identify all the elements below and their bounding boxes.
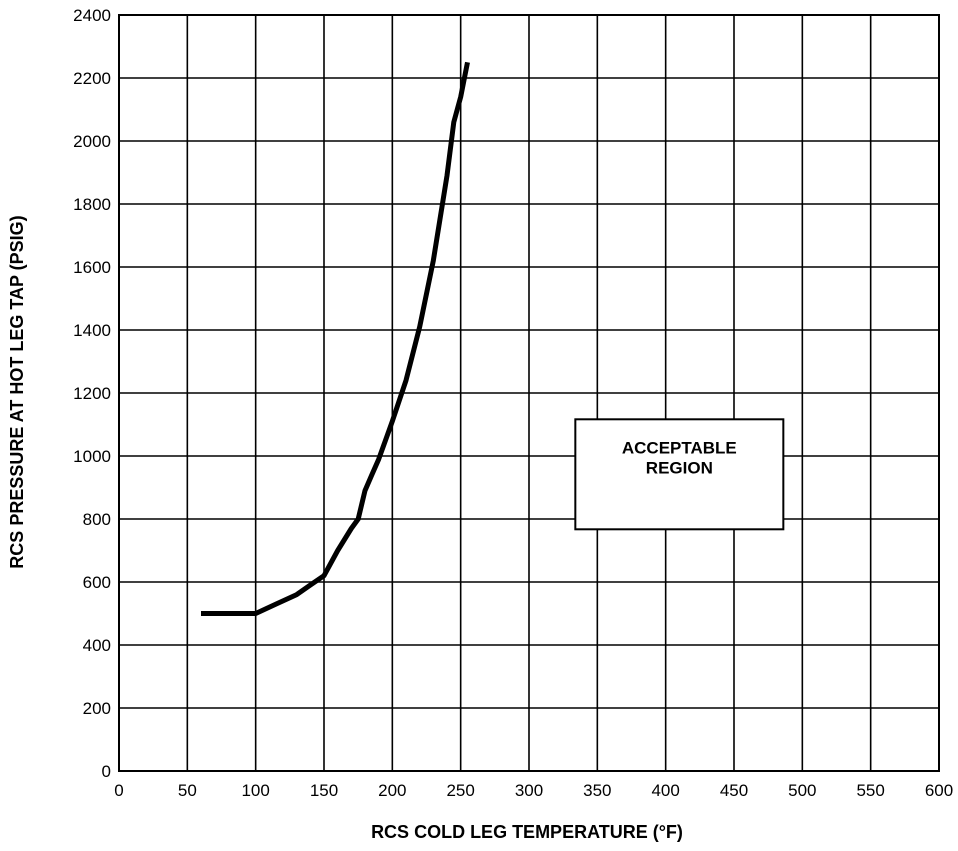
y-tick-label: 1600 — [73, 258, 111, 277]
x-tick-label: 350 — [583, 781, 611, 800]
series — [201, 61, 470, 616]
y-tick-label: 400 — [83, 636, 111, 655]
x-tick-label: 400 — [651, 781, 679, 800]
x-tick-label: 500 — [788, 781, 816, 800]
plot-frame — [118, 14, 940, 772]
y-tick-label: 2000 — [73, 132, 111, 151]
x-tick-label: 0 — [114, 781, 123, 800]
y-axis-title: RCS PRESSURE AT HOT LEG TAP (PSIG) — [7, 215, 27, 568]
y-tick-label: 1200 — [73, 384, 111, 403]
y-tick-label: 2400 — [73, 6, 111, 25]
x-tick-label: 550 — [856, 781, 884, 800]
y-tick-label: 2200 — [73, 69, 111, 88]
x-tick-label: 50 — [178, 781, 197, 800]
y-tick-label: 1000 — [73, 447, 111, 466]
y-tick-label: 600 — [83, 573, 111, 592]
x-tick-label: 150 — [310, 781, 338, 800]
x-tick-label: 300 — [515, 781, 543, 800]
y-tick-label: 1400 — [73, 321, 111, 340]
y-tick-label: 800 — [83, 510, 111, 529]
annotation-text: ACCEPTABLE — [622, 438, 737, 457]
grid — [118, 14, 940, 772]
x-axis-title: RCS COLD LEG TEMPERATURE (°F) — [371, 822, 683, 842]
annotation-box — [574, 418, 785, 531]
x-tick-label: 450 — [720, 781, 748, 800]
y-tick-label: 0 — [102, 762, 111, 781]
y-tick-label: 200 — [83, 699, 111, 718]
x-tick-label: 200 — [378, 781, 406, 800]
x-tick-label: 100 — [241, 781, 269, 800]
x-tick-label: 600 — [925, 781, 953, 800]
limit-curve — [201, 61, 470, 616]
y-tick-label: 1800 — [73, 195, 111, 214]
annotation-text: REGION — [646, 458, 713, 477]
x-tick-labels: 0 50 100 150 200 250 300 350 400 450 500 550 600 — [114, 781, 953, 800]
y-tick-labels: 0 200 400 600 800 1000 1200 1400 1600 1800 2000 220… — [73, 6, 111, 781]
x-tick-label: 250 — [446, 781, 474, 800]
